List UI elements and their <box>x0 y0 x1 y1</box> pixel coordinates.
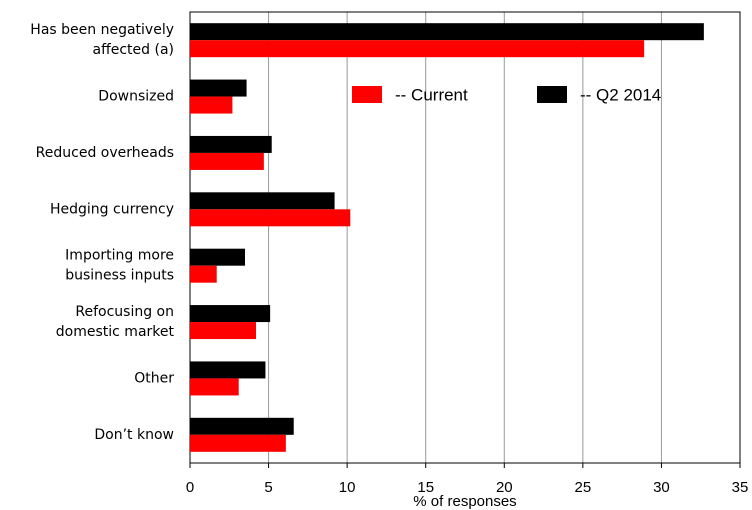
bar <box>190 23 704 41</box>
x-tick-label: 15 <box>417 479 434 496</box>
bar <box>190 434 286 452</box>
y-tick-label: domestic market <box>56 324 175 340</box>
bar <box>190 305 271 323</box>
bar <box>190 378 239 396</box>
x-tick-label: 20 <box>496 479 513 496</box>
bar <box>190 361 266 379</box>
bar <box>190 192 335 210</box>
y-tick-label: business inputs <box>65 268 174 284</box>
y-tick-label: Don’t know <box>94 427 174 443</box>
y-tick-label: Reduced overheads <box>36 145 174 161</box>
bar <box>190 209 351 227</box>
legend-label: -- Current <box>395 85 468 104</box>
plot-frame <box>189 11 741 464</box>
bar <box>190 79 247 97</box>
x-axis-label: % of responses <box>413 493 516 510</box>
bar <box>190 135 272 153</box>
bar <box>190 152 264 170</box>
x-tick-label: 25 <box>575 479 592 496</box>
x-tick-label: 0 <box>186 479 194 496</box>
legend-label: -- Q2 2014 <box>580 85 661 104</box>
bar <box>190 40 645 58</box>
x-tick-label: 5 <box>264 479 272 496</box>
bar <box>190 322 256 340</box>
y-tick-label: Other <box>134 370 174 386</box>
bar <box>190 248 245 266</box>
bar <box>190 96 233 114</box>
legend-swatch <box>352 86 382 103</box>
y-tick-label: Hedging currency <box>50 201 174 217</box>
x-tick-label: 35 <box>732 479 749 496</box>
x-tick-label: 30 <box>653 479 670 496</box>
legend-swatch <box>537 86 567 103</box>
bar <box>190 265 217 283</box>
y-tick-label: Refocusing on <box>75 304 174 320</box>
y-tick-label: affected (a) <box>93 42 174 58</box>
bar <box>190 417 294 435</box>
y-tick-label: Importing more <box>65 248 174 264</box>
y-tick-label: Downsized <box>98 89 174 105</box>
x-tick-label: 10 <box>339 479 356 496</box>
y-tick-label: Has been negatively <box>30 22 174 38</box>
